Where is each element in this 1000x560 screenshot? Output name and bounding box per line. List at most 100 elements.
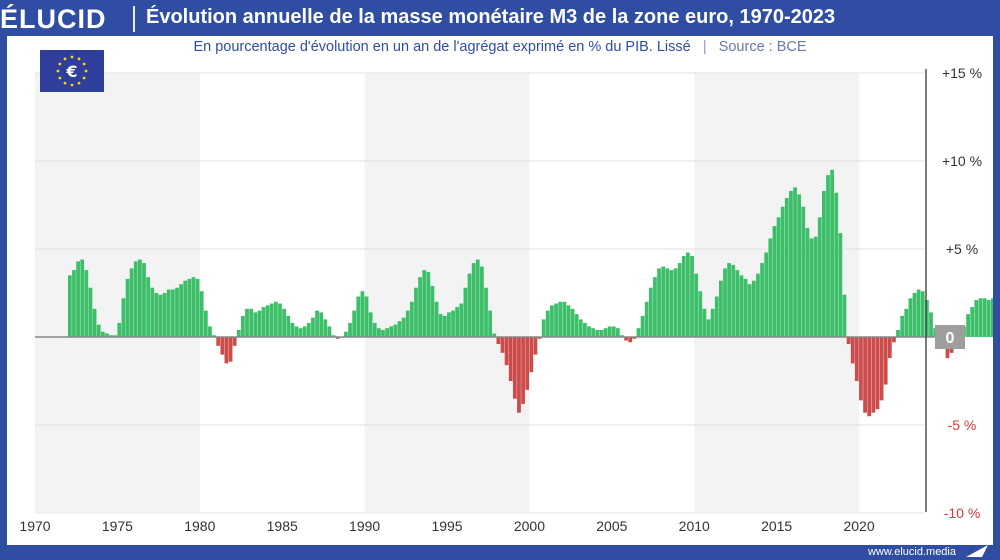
bar (364, 296, 369, 337)
bar (381, 329, 385, 337)
bar (875, 337, 880, 410)
y-tick-label: +10 % (942, 153, 982, 169)
bar (653, 277, 657, 337)
bar (673, 268, 678, 337)
bar (859, 337, 863, 401)
bar (208, 326, 212, 337)
brand-logo[interactable]: ÉLUCID (0, 4, 107, 34)
bar (298, 328, 303, 337)
bar (282, 308, 286, 337)
bar (183, 280, 188, 337)
bar (117, 322, 122, 337)
bar (434, 301, 439, 337)
footer-url[interactable]: www.elucid.media (867, 546, 956, 558)
bar (105, 333, 109, 337)
bar (681, 256, 686, 337)
flag-star (58, 62, 62, 66)
bar (916, 289, 921, 337)
bar (830, 169, 834, 337)
bar (327, 326, 332, 337)
bar (912, 293, 917, 337)
bar (887, 337, 892, 359)
bar (603, 328, 608, 337)
bar (401, 317, 406, 337)
bar (92, 308, 97, 337)
bar (418, 277, 422, 337)
bar (706, 319, 711, 337)
bar (187, 278, 192, 337)
eu-euro-flag-icon: € (40, 50, 104, 92)
bar (393, 324, 398, 337)
bar (529, 337, 534, 373)
bar (150, 287, 155, 337)
bar (385, 328, 389, 337)
bar (846, 337, 851, 345)
bar (480, 266, 484, 337)
bar (414, 287, 418, 337)
bar (702, 308, 707, 337)
bar (158, 294, 163, 337)
bar (780, 206, 785, 337)
x-tick-label: 1995 (431, 518, 462, 534)
bar (640, 315, 645, 337)
bar (892, 337, 896, 343)
bar (508, 337, 513, 381)
bar (125, 278, 130, 337)
flag-star (56, 69, 60, 73)
bar (545, 310, 550, 337)
bar (735, 270, 740, 337)
bar (628, 337, 633, 343)
bar (331, 335, 336, 337)
bar (772, 226, 777, 337)
flag-star (82, 76, 86, 80)
bar (797, 194, 802, 337)
bar (261, 307, 266, 337)
x-axis-labels: 1970 1975 1980 1985 1990 1995 2000 2005 2010 2015… (19, 518, 874, 534)
bar (871, 337, 876, 413)
bar (319, 312, 324, 337)
bar (348, 322, 352, 337)
bar (784, 197, 789, 337)
bar (467, 273, 472, 337)
bar (986, 300, 991, 337)
bar (397, 321, 402, 337)
bar (203, 310, 208, 337)
bar (533, 337, 538, 355)
bar (574, 314, 579, 337)
bar (863, 337, 867, 413)
bar (166, 289, 171, 337)
arrow-logo-icon (966, 545, 988, 557)
bar (67, 275, 72, 337)
bar (690, 256, 694, 337)
bar (731, 264, 736, 337)
bar (686, 252, 690, 337)
flag-star (63, 81, 67, 85)
bar (900, 315, 905, 337)
bar-chart: 1970 1975 1980 1985 1990 1995 2000 2005 2010 2015… (19, 65, 993, 534)
y-tick-label: -10 % (944, 505, 981, 521)
bar (644, 301, 649, 337)
bar (817, 217, 822, 337)
bar (376, 328, 381, 337)
bar (694, 273, 699, 337)
bar (471, 263, 476, 337)
bar (269, 303, 274, 337)
bar (879, 337, 884, 401)
bar (826, 175, 830, 337)
bar (756, 273, 760, 337)
bar (191, 277, 196, 337)
bar (896, 329, 900, 337)
y-axis-labels: +15 % +10 % +5 % 0 -5 % -10 % (935, 65, 982, 521)
bar (550, 305, 554, 337)
bar (512, 337, 517, 399)
bar (698, 291, 703, 337)
bar (760, 263, 764, 337)
bar (344, 331, 348, 337)
bar (265, 305, 270, 337)
bar (854, 337, 859, 381)
bar (677, 263, 682, 337)
bar (904, 308, 909, 337)
bar (607, 326, 612, 337)
bar (867, 337, 872, 417)
bar (834, 192, 839, 337)
